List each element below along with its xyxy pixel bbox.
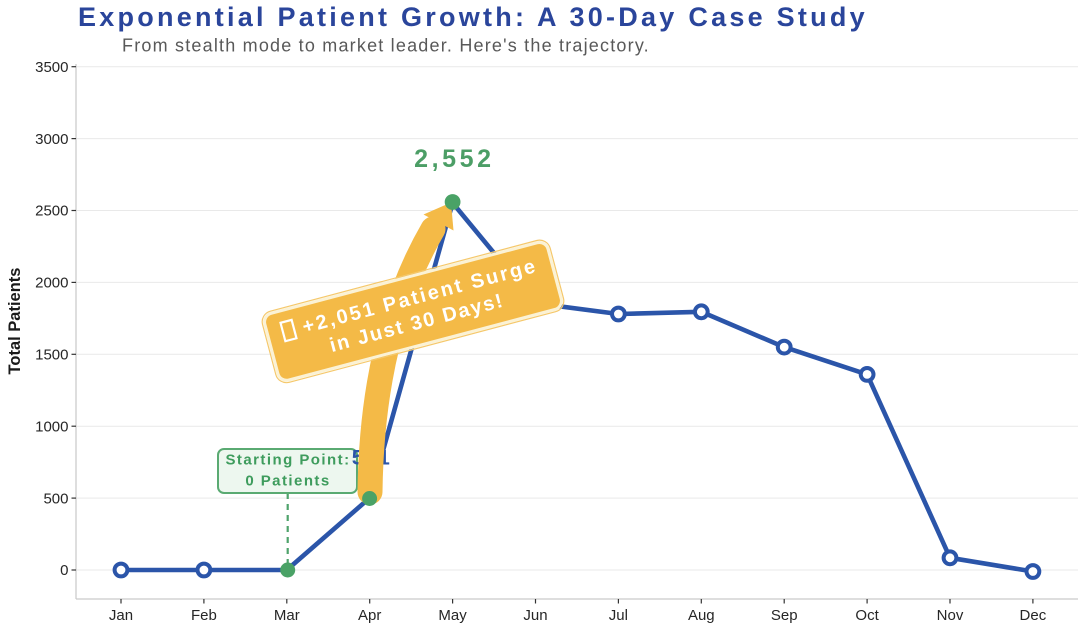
svg-text:Exponential Patient Growth: A: Exponential Patient Growth: A 30-Day Cas… (78, 2, 868, 32)
svg-text:Jun: Jun (523, 607, 547, 624)
svg-text:Sep: Sep (771, 607, 798, 624)
svg-text:Mar: Mar (274, 607, 300, 624)
svg-text:500: 500 (43, 490, 68, 507)
svg-text:2,552: 2,552 (414, 145, 495, 173)
svg-text:1500: 1500 (35, 347, 68, 364)
svg-text:Jan: Jan (109, 607, 133, 624)
svg-text:Apr: Apr (358, 607, 381, 624)
svg-text:2000: 2000 (35, 275, 68, 292)
svg-text:Jul: Jul (609, 607, 628, 624)
svg-text:3500: 3500 (35, 59, 68, 76)
svg-text:1000: 1000 (35, 418, 68, 435)
svg-text:May: May (438, 607, 467, 624)
svg-text:Nov: Nov (937, 607, 964, 624)
svg-text:Total Patients: Total Patients (6, 268, 24, 375)
svg-text:0 Patients: 0 Patients (245, 473, 330, 490)
svg-text:2500: 2500 (35, 203, 68, 220)
svg-text:Aug: Aug (688, 607, 715, 624)
svg-text:Oct: Oct (855, 607, 879, 624)
svg-text:Starting Point:: Starting Point: (225, 451, 350, 468)
svg-text:Dec: Dec (1020, 607, 1047, 624)
svg-text:0: 0 (60, 562, 68, 579)
svg-text:From stealth mode to market le: From stealth mode to market leader. Here… (122, 36, 650, 56)
svg-text:3000: 3000 (35, 131, 68, 148)
svg-text:Feb: Feb (191, 607, 217, 624)
